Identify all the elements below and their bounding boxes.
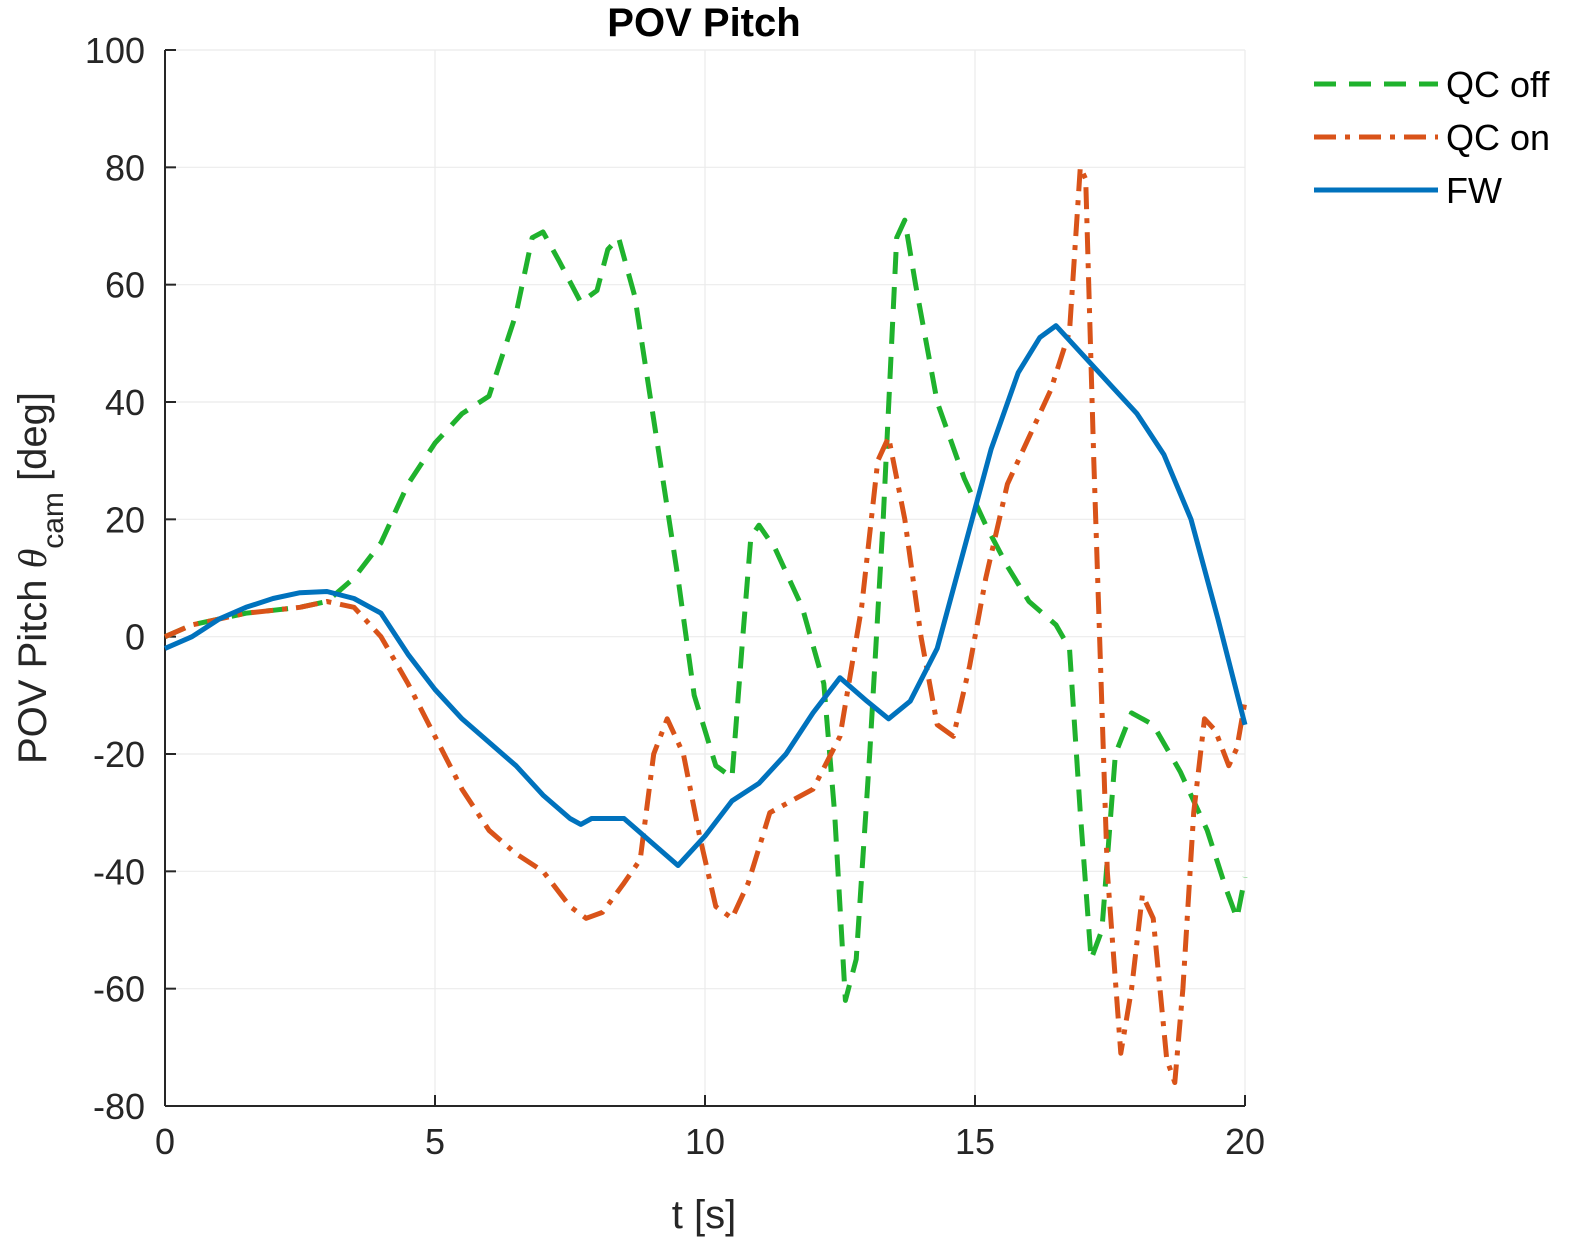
series-lines bbox=[163, 164, 1248, 1085]
x-tick-label: 10 bbox=[685, 1121, 725, 1162]
legend-label: QC on bbox=[1446, 117, 1550, 158]
y-tick-label: -60 bbox=[93, 969, 145, 1010]
series-line-0 bbox=[163, 217, 1248, 1003]
y-tick-label: 60 bbox=[105, 265, 145, 306]
series-line-1 bbox=[163, 164, 1248, 1085]
axes: 0 5 10 15 20 -80 -60 -40 -20 0 20 40 60 80 100 bbox=[85, 30, 1265, 1162]
x-tick-label: 0 bbox=[155, 1121, 175, 1162]
y-tick-label: 40 bbox=[105, 382, 145, 423]
legend-label: QC off bbox=[1446, 64, 1550, 105]
x-tick-label: 20 bbox=[1225, 1121, 1265, 1162]
y-tick-label: 100 bbox=[85, 30, 145, 71]
series-line-2 bbox=[164, 323, 1248, 868]
y-axis-label: POV Pitch θcam [deg] bbox=[10, 392, 70, 764]
x-axis-label: t [s] bbox=[672, 1193, 736, 1237]
y-tick-label: -40 bbox=[93, 851, 145, 892]
x-tick-label: 15 bbox=[955, 1121, 995, 1162]
y-tick-label: 0 bbox=[125, 617, 145, 658]
legend-label: FW bbox=[1446, 170, 1502, 211]
y-tick-label: -80 bbox=[93, 1086, 145, 1127]
legend: QC off QC on FW bbox=[1314, 64, 1550, 211]
grid bbox=[164, 49, 1246, 1107]
chart-title: POV Pitch bbox=[607, 1, 800, 45]
y-tick-label: 20 bbox=[105, 499, 145, 540]
y-tick-label: 80 bbox=[105, 147, 145, 188]
y-tick-label: -20 bbox=[93, 734, 145, 775]
x-tick-label: 5 bbox=[425, 1121, 445, 1162]
